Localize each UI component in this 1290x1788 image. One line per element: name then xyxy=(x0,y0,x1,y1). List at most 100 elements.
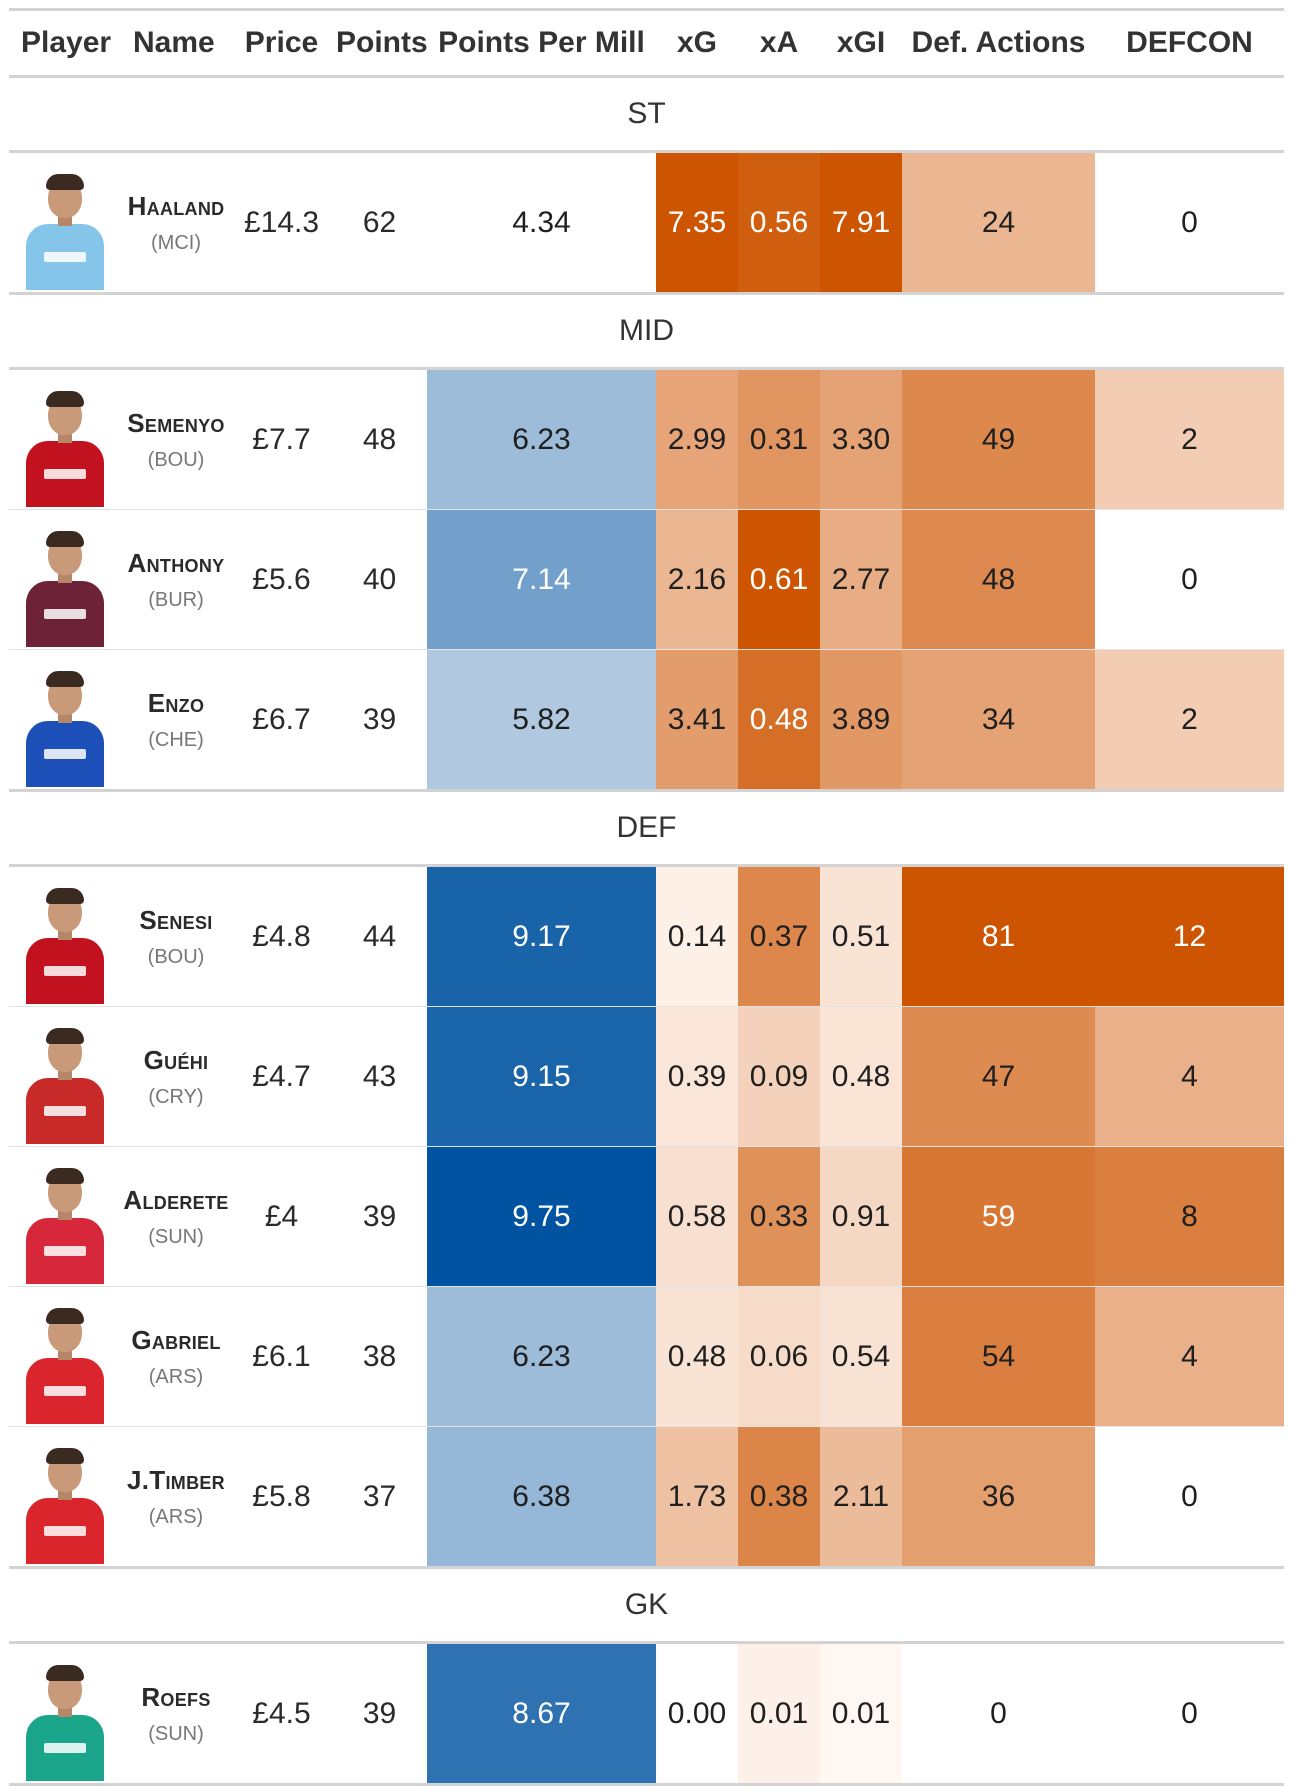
header-row: Player Name Price Points Points Per Mill… xyxy=(9,8,1284,78)
def-actions-cell: 49 xyxy=(902,368,1095,510)
header-name[interactable]: Name xyxy=(121,8,231,78)
table-row[interactable]: Semenyo (BOU) £7.7 48 6.23 2.99 0.31 3.30 49 2 xyxy=(9,368,1284,510)
header-xgi[interactable]: xGI xyxy=(820,8,902,78)
xg-cell: 0.58 xyxy=(656,1146,738,1287)
player-name[interactable]: Semenyo xyxy=(127,407,225,438)
player-photo-cell xyxy=(9,865,121,1007)
sponsor-logo-icon xyxy=(44,1525,86,1536)
player-avatar xyxy=(26,887,104,1004)
def-actions-cell: 0 xyxy=(902,1642,1095,1786)
group-label: GK xyxy=(9,1567,1284,1644)
table-row[interactable]: Enzo (CHE) £6.7 39 5.82 3.41 0.48 3.89 34 2 xyxy=(9,649,1284,792)
player-name[interactable]: Enzo xyxy=(147,687,205,718)
player-name[interactable]: Anthony xyxy=(127,547,225,578)
group-row: DEF xyxy=(9,790,1284,867)
price-cell: £6.1 xyxy=(231,1286,332,1427)
sponsor-logo-icon xyxy=(44,468,86,479)
xg-cell: 0.48 xyxy=(656,1286,738,1427)
player-photo-cell xyxy=(9,1642,121,1786)
defcon-cell: 0 xyxy=(1095,1426,1284,1569)
def-actions-cell: 36 xyxy=(902,1426,1095,1569)
xg-cell: 2.99 xyxy=(656,368,738,510)
xa-cell: 0.37 xyxy=(738,865,820,1007)
hair-shape xyxy=(46,1307,84,1324)
table-row[interactable]: Guéhi (CRY) £4.7 43 9.15 0.39 0.09 0.48 47 4 xyxy=(9,1006,1284,1147)
xa-cell: 0.31 xyxy=(738,368,820,510)
player-team: (ARS) xyxy=(148,1365,204,1388)
table-row[interactable]: Haaland (MCI) £14.3 62 4.34 7.35 0.56 7.91 24 0 xyxy=(9,151,1284,295)
points-cell: 39 xyxy=(332,1146,427,1287)
header-price[interactable]: Price xyxy=(231,8,332,78)
player-name[interactable]: J.Timber xyxy=(127,1464,225,1495)
player-name[interactable]: Gabriel xyxy=(131,1324,221,1355)
header-defcon[interactable]: DEFCON xyxy=(1095,8,1284,78)
player-team: (BOU) xyxy=(147,448,205,471)
group-row: ST xyxy=(9,76,1284,153)
player-name-cell: Gabriel (ARS) xyxy=(121,1286,231,1427)
xa-cell: 0.38 xyxy=(738,1426,820,1569)
price-cell: £4.5 xyxy=(231,1642,332,1786)
player-avatar xyxy=(26,1307,104,1424)
points-cell: 44 xyxy=(332,865,427,1007)
hair-shape xyxy=(46,670,84,687)
xg-cell: 0.39 xyxy=(656,1006,738,1147)
header-points-per-mill[interactable]: Points Per Mill xyxy=(427,8,656,78)
header-xa[interactable]: xA xyxy=(738,8,820,78)
table-row[interactable]: Alderete (SUN) £4 39 9.75 0.58 0.33 0.91 59 8 xyxy=(9,1146,1284,1287)
price-cell: £7.7 xyxy=(231,368,332,510)
xgi-cell: 0.48 xyxy=(820,1006,902,1147)
xgi-cell: 0.01 xyxy=(820,1642,902,1786)
def-actions-cell: 81 xyxy=(902,865,1095,1007)
player-name[interactable]: Guéhi xyxy=(143,1044,209,1075)
player-team: (ARS) xyxy=(148,1505,204,1528)
player-photo-cell xyxy=(9,649,121,792)
defcon-cell: 4 xyxy=(1095,1286,1284,1427)
player-name[interactable]: Alderete xyxy=(123,1184,229,1215)
group-row: GK xyxy=(9,1567,1284,1644)
hair-shape xyxy=(46,530,84,547)
header-def-actions[interactable]: Def. Actions xyxy=(902,8,1095,78)
xgi-cell: 3.30 xyxy=(820,368,902,510)
header-xg[interactable]: xG xyxy=(656,8,738,78)
price-cell: £4.7 xyxy=(231,1006,332,1147)
sponsor-logo-icon xyxy=(44,1105,86,1116)
header-points[interactable]: Points xyxy=(332,8,428,78)
player-photo-cell xyxy=(9,368,121,510)
xg-cell: 1.73 xyxy=(656,1426,738,1569)
table-row[interactable]: J.Timber (ARS) £5.8 37 6.38 1.73 0.38 2.11 36 0 xyxy=(9,1426,1284,1569)
player-photo-cell xyxy=(9,1146,121,1287)
hair-shape xyxy=(46,1167,84,1184)
group-label: ST xyxy=(9,76,1284,153)
def-actions-cell: 24 xyxy=(902,151,1095,295)
sponsor-logo-icon xyxy=(44,748,86,759)
player-name[interactable]: Haaland xyxy=(127,190,225,221)
player-avatar xyxy=(26,670,104,787)
table-row[interactable]: Roefs (SUN) £4.5 39 8.67 0.00 0.01 0.01 0 0 xyxy=(9,1642,1284,1786)
player-name-cell: Enzo (CHE) xyxy=(121,649,231,792)
xgi-cell: 0.54 xyxy=(820,1286,902,1427)
player-team: (BUR) xyxy=(148,588,204,611)
player-avatar xyxy=(26,530,104,647)
player-team: (CRY) xyxy=(148,1085,204,1108)
table-row[interactable]: Gabriel (ARS) £6.1 38 6.23 0.48 0.06 0.54 54 4 xyxy=(9,1286,1284,1427)
ppm-cell: 6.23 xyxy=(427,368,656,510)
player-avatar xyxy=(26,1167,104,1284)
sponsor-logo-icon xyxy=(44,1245,86,1256)
xgi-cell: 2.11 xyxy=(820,1426,902,1569)
table-row[interactable]: Anthony (BUR) £5.6 40 7.14 2.16 0.61 2.77 48 0 xyxy=(9,509,1284,650)
def-actions-cell: 34 xyxy=(902,649,1095,792)
player-team: (CHE) xyxy=(148,728,204,751)
player-name-cell: Semenyo (BOU) xyxy=(121,368,231,510)
player-name[interactable]: Roefs xyxy=(141,1681,211,1712)
points-cell: 40 xyxy=(332,509,427,650)
header-player[interactable]: Player xyxy=(9,8,121,78)
xg-cell: 2.16 xyxy=(656,509,738,650)
points-cell: 48 xyxy=(332,368,427,510)
player-name[interactable]: Senesi xyxy=(139,904,213,935)
ppm-cell: 6.38 xyxy=(427,1426,656,1569)
sponsor-logo-icon xyxy=(44,251,86,262)
defcon-cell: 2 xyxy=(1095,368,1284,510)
def-actions-cell: 47 xyxy=(902,1006,1095,1147)
def-actions-cell: 59 xyxy=(902,1146,1095,1287)
table-row[interactable]: Senesi (BOU) £4.8 44 9.17 0.14 0.37 0.51 81 12 xyxy=(9,865,1284,1007)
